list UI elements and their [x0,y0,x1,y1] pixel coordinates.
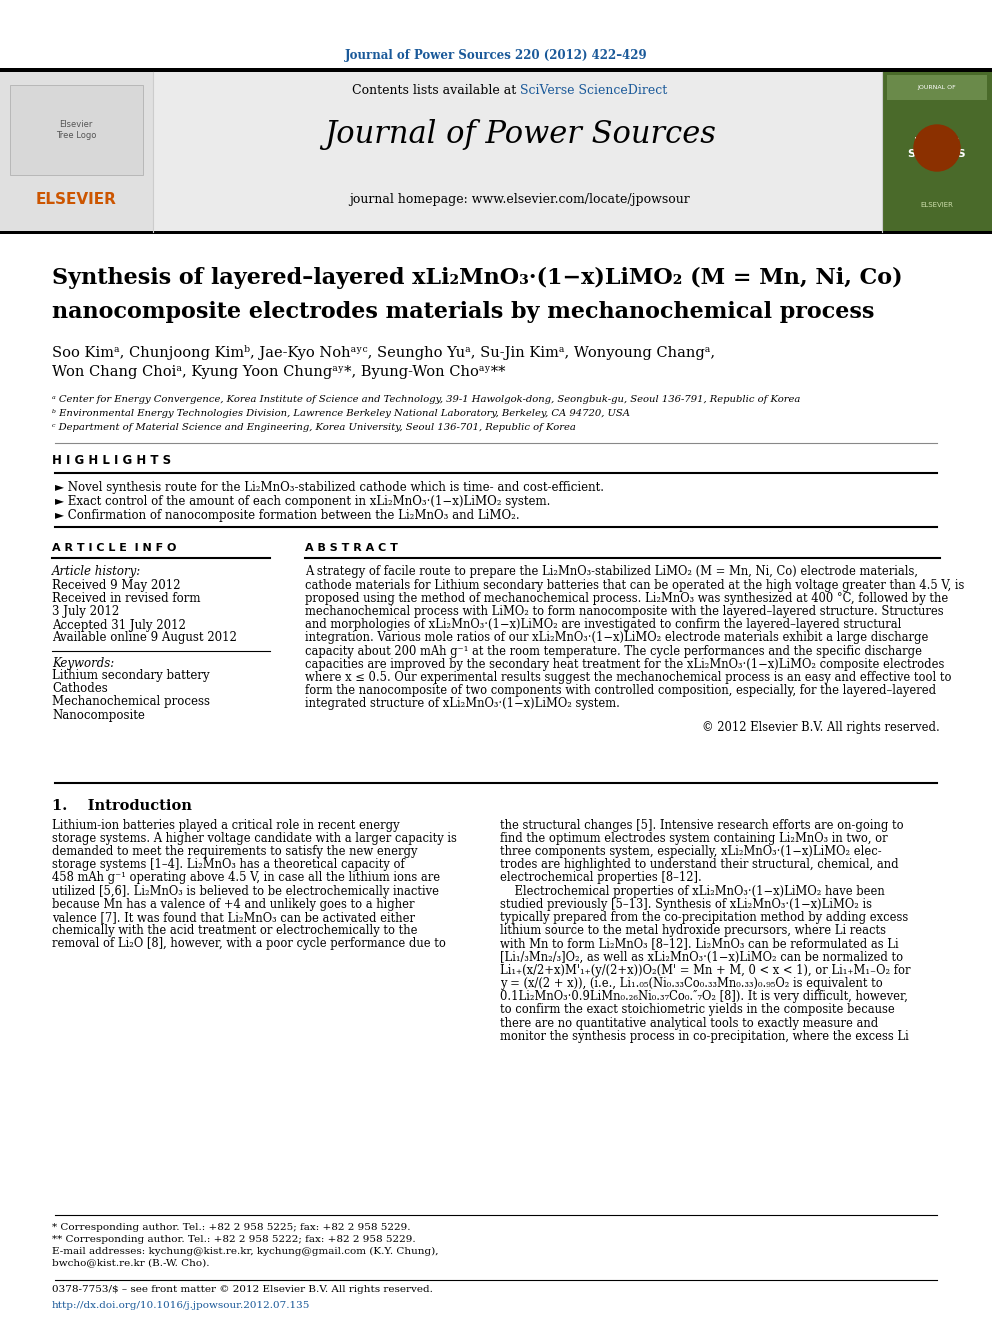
Text: H I G H L I G H T S: H I G H L I G H T S [52,454,172,467]
Text: monitor the synthesis process in co-precipitation, where the excess Li: monitor the synthesis process in co-prec… [500,1029,909,1043]
Text: 0.1Li₂MnO₃·0.9LiMn₀.₂₆Ni₀.₃₇Co₀.″₇O₂ [8]). It is very difficult, however,: 0.1Li₂MnO₃·0.9LiMn₀.₂₆Ni₀.₃₇Co₀.″₇O₂ [8]… [500,990,908,1003]
Text: A B S T R A C T: A B S T R A C T [305,542,398,553]
Text: storage systems. A higher voltage candidate with a larger capacity is: storage systems. A higher voltage candid… [52,832,457,844]
Text: mechanochemical process with LiMO₂ to form nanocomposite with the layered–layere: mechanochemical process with LiMO₂ to fo… [305,605,943,618]
Text: Contents lists available at: Contents lists available at [352,83,520,97]
Bar [0,71,153,232]
Text: utilized [5,6]. Li₂MnO₃ is believed to be electrochemically inactive: utilized [5,6]. Li₂MnO₃ is believed to b… [52,885,439,897]
Text: 458 mAh g⁻¹ operating above 4.5 V, in case all the lithium ions are: 458 mAh g⁻¹ operating above 4.5 V, in ca… [52,872,440,884]
Text: Available online 9 August 2012: Available online 9 August 2012 [52,631,237,644]
Text: * Corresponding author. Tel.: +82 2 958 5225; fax: +82 2 958 5229.: * Corresponding author. Tel.: +82 2 958 … [52,1222,411,1232]
Bar [882,71,992,232]
Text: valence [7]. It was found that Li₂MnO₃ can be activated either: valence [7]. It was found that Li₂MnO₃ c… [52,912,415,923]
Text: Nanocomposite: Nanocomposite [52,709,145,721]
Text: integrated structure of xLi₂MnO₃·(1−x)LiMO₂ system.: integrated structure of xLi₂MnO₃·(1−x)Li… [305,697,620,710]
Text: typically prepared from the co-precipitation method by adding excess: typically prepared from the co-precipita… [500,912,909,923]
Text: y = (x/(2 + x)), (i.e., Li₁.₀₅(Ni₀.₃₃Co₀.₃₃Mn₀.₃₃)₀.₉₅O₂ is equivalent to: y = (x/(2 + x)), (i.e., Li₁.₀₅(Ni₀.₃₃Co₀… [500,976,883,990]
Text: 1.    Introduction: 1. Introduction [52,799,191,814]
Text: ELSEVIER: ELSEVIER [921,202,953,208]
Text: Keywords:: Keywords: [52,656,114,669]
Text: 0378-7753/$ – see front matter © 2012 Elsevier B.V. All rights reserved.: 0378-7753/$ – see front matter © 2012 El… [52,1286,433,1294]
Text: POWER
SOURCES: POWER SOURCES [908,138,966,159]
Text: Lithium secondary battery: Lithium secondary battery [52,669,209,683]
Text: ᵃ Center for Energy Convergence, Korea Institute of Science and Technology, 39-1: ᵃ Center for Energy Convergence, Korea I… [52,396,801,405]
Text: Lithium-ion batteries played a critical role in recent energy: Lithium-ion batteries played a critical … [52,819,400,831]
Text: http://dx.doi.org/10.1016/j.jpowsour.2012.07.135: http://dx.doi.org/10.1016/j.jpowsour.201… [52,1302,310,1311]
Text: electrochemical properties [8–12].: electrochemical properties [8–12]. [500,872,701,884]
Text: storage systems [1–4]. Li₂MnO₃ has a theoretical capacity of: storage systems [1–4]. Li₂MnO₃ has a the… [52,859,405,871]
Text: Cathodes: Cathodes [52,683,108,696]
Text: Journal of Power Sources 220 (2012) 422–429: Journal of Power Sources 220 (2012) 422–… [344,49,648,61]
Text: Journal of Power Sources: Journal of Power Sources [324,119,716,151]
Circle shape [914,124,960,171]
Text: chemically with the acid treatment or electrochemically to the: chemically with the acid treatment or el… [52,923,418,937]
Text: ELSEVIER: ELSEVIER [36,193,116,208]
Text: Won Chang Choiᵃ, Kyung Yoon Chungᵃʸ*, Byung-Won Choᵃʸ**: Won Chang Choiᵃ, Kyung Yoon Chungᵃʸ*, By… [52,365,506,378]
Text: ► Exact control of the amount of each component in xLi₂MnO₃·(1−x)LiMO₂ system.: ► Exact control of the amount of each co… [55,495,551,508]
Text: Mechanochemical process: Mechanochemical process [52,696,210,709]
Text: 3 July 2012: 3 July 2012 [52,606,119,618]
Text: and morphologies of xLi₂MnO₃·(1−x)LiMO₂ are investigated to confirm the layered–: and morphologies of xLi₂MnO₃·(1−x)LiMO₂ … [305,618,902,631]
Text: bwcho@kist.re.kr (B.-W. Cho).: bwcho@kist.re.kr (B.-W. Cho). [52,1258,209,1267]
Text: Article history:: Article history: [52,565,141,578]
Text: where x ≤ 0.5. Our experimental results suggest the mechanochemical process is a: where x ≤ 0.5. Our experimental results … [305,671,951,684]
Bar [0,67,992,71]
Bar [0,232,992,234]
Text: ** Corresponding author. Tel.: +82 2 958 5222; fax: +82 2 958 5229.: ** Corresponding author. Tel.: +82 2 958… [52,1234,416,1244]
Text: capacities are improved by the secondary heat treatment for the xLi₂MnO₃·(1−x)Li: capacities are improved by the secondary… [305,658,944,671]
Bar [10,85,143,175]
Text: Electrochemical properties of xLi₂MnO₃·(1−x)LiMO₂ have been: Electrochemical properties of xLi₂MnO₃·(… [500,885,885,897]
Text: A strategy of facile route to prepare the Li₂MnO₃-stabilized LiMO₂ (M = Mn, Ni, : A strategy of facile route to prepare th… [305,565,918,578]
Text: ᵇ Environmental Energy Technologies Division, Lawrence Berkeley National Laborat: ᵇ Environmental Energy Technologies Divi… [52,410,630,418]
Text: with Mn to form Li₂MnO₃ [8–12]. Li₂MnO₃ can be reformulated as Li: with Mn to form Li₂MnO₃ [8–12]. Li₂MnO₃ … [500,937,899,950]
Text: ► Novel synthesis route for the Li₂MnO₃-stabilized cathode which is time- and co: ► Novel synthesis route for the Li₂MnO₃-… [55,480,604,493]
Text: three components system, especially, xLi₂MnO₃·(1−x)LiMO₂ elec-: three components system, especially, xLi… [500,845,882,857]
Text: capacity about 200 mAh g⁻¹ at the room temperature. The cycle performances and t: capacity about 200 mAh g⁻¹ at the room t… [305,644,922,658]
Text: proposed using the method of mechanochemical process. Li₂MnO₃ was synthesized at: proposed using the method of mechanochem… [305,591,948,605]
Text: SciVerse ScienceDirect: SciVerse ScienceDirect [520,83,668,97]
Text: lithium source to the metal hydroxide precursors, where Li reacts: lithium source to the metal hydroxide pr… [500,923,886,937]
Text: A R T I C L E  I N F O: A R T I C L E I N F O [52,542,177,553]
Text: JOURNAL OF: JOURNAL OF [918,85,956,90]
Text: nanocomposite electrodes materials by mechanochemical process: nanocomposite electrodes materials by me… [52,302,874,323]
Text: the structural changes [5]. Intensive research efforts are on-going to: the structural changes [5]. Intensive re… [500,819,904,831]
Text: demanded to meet the requirements to satisfy the new energy: demanded to meet the requirements to sat… [52,845,418,857]
Text: integration. Various mole ratios of our xLi₂MnO₃·(1−x)LiMO₂ electrode materials : integration. Various mole ratios of our … [305,631,929,644]
Text: Li₁₊(x/2+x)M'₁₊(y/(2+x))O₂(M' = Mn + M, 0 < x < 1), or Li₁₊M₁₋O₂ for: Li₁₊(x/2+x)M'₁₊(y/(2+x))O₂(M' = Mn + M, … [500,963,911,976]
Text: cathode materials for Lithium secondary batteries that can be operated at the hi: cathode materials for Lithium secondary … [305,578,964,591]
Text: Elsevier
Tree Logo: Elsevier Tree Logo [56,120,96,140]
Text: [Li₁/₃Mn₂/₃]O₂, as well as xLi₂MnO₃·(1−x)LiMO₂ can be normalized to: [Li₁/₃Mn₂/₃]O₂, as well as xLi₂MnO₃·(1−x… [500,950,903,963]
Text: there are no quantitative analytical tools to exactly measure and: there are no quantitative analytical too… [500,1016,878,1029]
Text: Received in revised form: Received in revised form [52,593,200,606]
Text: form the nanocomposite of two components with controlled composition, especially: form the nanocomposite of two components… [305,684,936,697]
Bar [887,75,987,101]
Text: E-mail addresses: kychung@kist.re.kr, kychung@gmail.com (K.Y. Chung),: E-mail addresses: kychung@kist.re.kr, ky… [52,1246,438,1256]
Bar [0,71,992,232]
Text: find the optimum electrodes system containing Li₂MnO₃ in two, or: find the optimum electrodes system conta… [500,832,888,844]
Text: to confirm the exact stoichiometric yields in the composite because: to confirm the exact stoichiometric yiel… [500,1003,895,1016]
Text: ► Confirmation of nanocomposite formation between the Li₂MnO₃ and LiMO₂.: ► Confirmation of nanocomposite formatio… [55,508,520,521]
Text: removal of Li₂O [8], however, with a poor cycle performance due to: removal of Li₂O [8], however, with a poo… [52,937,445,950]
Text: journal homepage: www.elsevier.com/locate/jpowsour: journal homepage: www.elsevier.com/locat… [349,193,690,206]
Text: trodes are highlighted to understand their structural, chemical, and: trodes are highlighted to understand the… [500,859,899,871]
Text: Received 9 May 2012: Received 9 May 2012 [52,579,181,593]
Text: © 2012 Elsevier B.V. All rights reserved.: © 2012 Elsevier B.V. All rights reserved… [702,721,940,734]
Text: Accepted 31 July 2012: Accepted 31 July 2012 [52,618,186,631]
Text: Soo Kimᵃ, Chunjoong Kimᵇ, Jae-Kyo Nohᵃʸᶜ, Seungho Yuᵃ, Su-Jin Kimᵃ, Wonyoung Cha: Soo Kimᵃ, Chunjoong Kimᵇ, Jae-Kyo Nohᵃʸᶜ… [52,344,715,360]
Text: studied previously [5–13]. Synthesis of xLi₂MnO₃·(1−x)LiMO₂ is: studied previously [5–13]. Synthesis of … [500,898,872,910]
Text: Synthesis of layered–layered xLi₂MnO₃·(1−x)LiMO₂ (M = Mn, Ni, Co): Synthesis of layered–layered xLi₂MnO₃·(1… [52,267,903,288]
Text: ᶜ Department of Material Science and Engineering, Korea University, Seoul 136-70: ᶜ Department of Material Science and Eng… [52,423,576,433]
Text: because Mn has a valence of +4 and unlikely goes to a higher: because Mn has a valence of +4 and unlik… [52,898,415,910]
